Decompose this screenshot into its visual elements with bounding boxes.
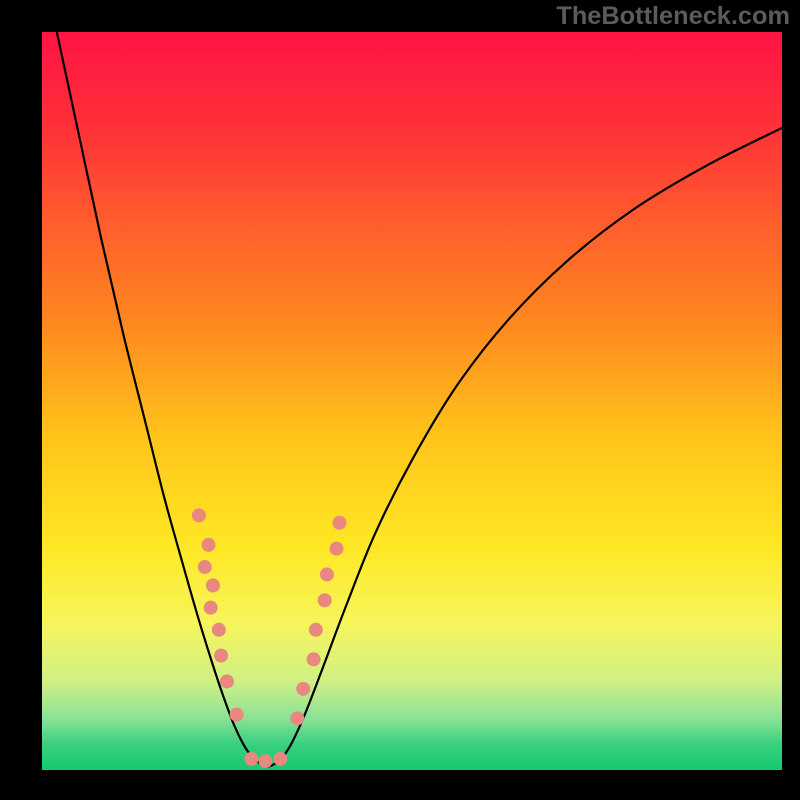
data-dot — [290, 711, 304, 725]
data-dot — [309, 623, 323, 637]
chart-svg — [0, 0, 800, 800]
data-dot — [318, 593, 332, 607]
data-dot — [296, 682, 310, 696]
plot-background — [42, 32, 782, 770]
data-dot — [320, 567, 334, 581]
data-dot — [198, 560, 212, 574]
data-dot — [307, 652, 321, 666]
data-dot — [244, 752, 258, 766]
data-dot — [212, 623, 226, 637]
data-dot — [204, 601, 218, 615]
data-dot — [230, 708, 244, 722]
bottleneck-chart: TheBottleneck.com — [0, 0, 800, 800]
data-dot — [214, 649, 228, 663]
data-dot — [202, 538, 216, 552]
data-dot — [258, 754, 272, 768]
data-dot — [220, 674, 234, 688]
watermark-text: TheBottleneck.com — [556, 2, 790, 31]
data-dot — [192, 508, 206, 522]
data-dot — [273, 752, 287, 766]
data-dot — [330, 542, 344, 556]
data-dot — [206, 579, 220, 593]
data-dot — [332, 516, 346, 530]
